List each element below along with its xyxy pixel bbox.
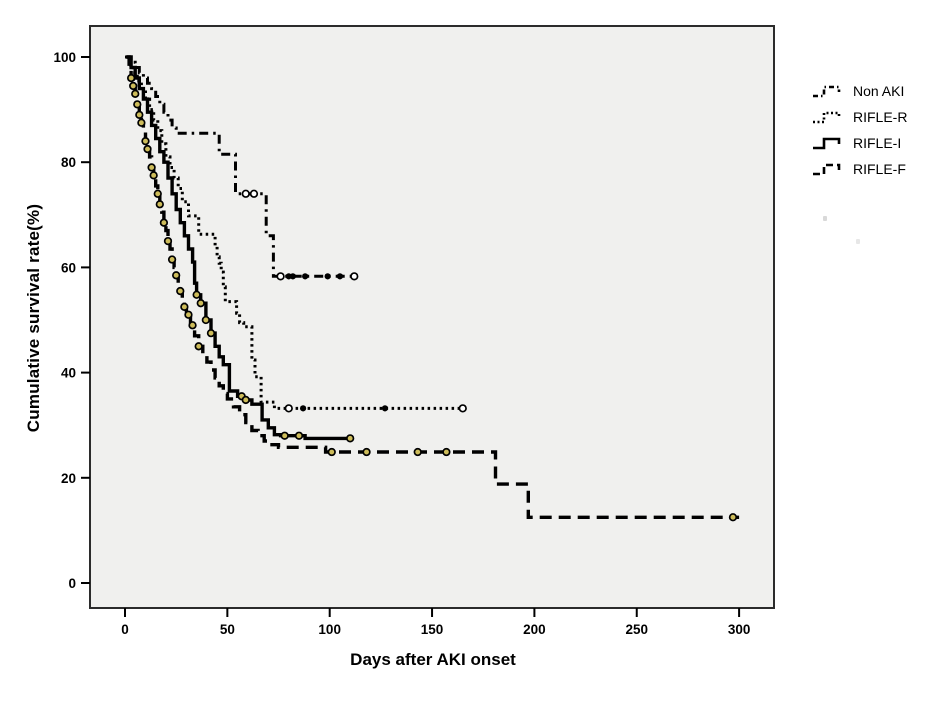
- censor-mark-rifle-i: [294, 431, 304, 440]
- stray-mark: [823, 216, 827, 221]
- censor-mark-rifle-f: [155, 200, 164, 209]
- legend-line-rifle-r: [813, 111, 841, 124]
- censor-mark-rifle-i: [346, 434, 355, 443]
- plot-area: [89, 25, 775, 609]
- legend-label: Non AKI: [853, 83, 905, 99]
- censor-mark-rifle-f: [194, 342, 203, 351]
- legend-item-rifle-i: RIFLE-I: [812, 130, 907, 156]
- curve-dot-non-aki: [289, 273, 296, 280]
- censor-mark-non-aki: [350, 272, 359, 281]
- censor-mark-rifle-f: [327, 447, 336, 457]
- censor-mark-non-aki: [241, 189, 250, 198]
- censor-mark-rifle-r: [458, 404, 467, 413]
- survival-curve-rifle-r: [125, 55, 463, 410]
- censor-mark-non-aki: [249, 189, 259, 198]
- x-tick-label: 50: [220, 622, 235, 637]
- legend-label: RIFLE-I: [853, 135, 902, 151]
- y-tick-label: 80: [61, 155, 76, 170]
- censor-mark-rifle-f: [153, 189, 162, 198]
- legend-swatch-rifle-r: [813, 111, 841, 124]
- legend-line-rifle-f: [813, 163, 841, 176]
- survival-curve-rifle-i: [127, 55, 351, 441]
- censor-mark-rifle-f: [172, 271, 181, 280]
- curve-dot-non-aki: [324, 273, 331, 280]
- censor-mark-rifle-r: [284, 404, 293, 413]
- censor-mark-rifle-f: [141, 137, 150, 146]
- censor-mark-rifle-f: [184, 310, 193, 319]
- y-tick-label: 20: [61, 471, 76, 486]
- legend: Non AKI RIFLE-R RIFLE-I RIFLE-F: [812, 78, 907, 182]
- y-tick-label: 100: [53, 50, 76, 65]
- censor-mark-rifle-f: [149, 171, 158, 180]
- censor-mark-rifle-i: [241, 395, 250, 405]
- survival-curve-rifle-f: [126, 55, 740, 519]
- censor-mark-rifle-i: [201, 315, 211, 325]
- censor-mark-rifle-f: [126, 73, 136, 83]
- censor-mark-rifle-i: [206, 329, 216, 338]
- x-tick-label: 150: [421, 622, 444, 637]
- legend-swatch-rifle-f: [813, 163, 841, 176]
- legend-item-rifle-f: RIFLE-F: [812, 156, 907, 182]
- legend-label: RIFLE-F: [853, 161, 906, 177]
- y-tick-label: 60: [61, 260, 76, 275]
- legend-label: RIFLE-R: [853, 109, 908, 125]
- legend-line-rifle-i: [813, 137, 841, 150]
- x-tick-label: 0: [121, 622, 129, 637]
- legend-line-non-aki: [813, 85, 841, 98]
- censor-mark-rifle-f: [137, 118, 146, 127]
- y-axis-title: Cumulative survival rate(%): [24, 203, 43, 433]
- censor-mark-rifle-f: [728, 513, 738, 522]
- censor-mark-rifle-f: [163, 236, 173, 246]
- curve-dot-rifle-r: [381, 405, 389, 412]
- x-tick-label: 100: [318, 622, 341, 637]
- censor-mark-rifle-f: [133, 100, 142, 109]
- censor-mark-rifle-f: [442, 447, 451, 457]
- legend-item-non-aki: Non AKI: [812, 78, 907, 104]
- curve-dot-non-aki: [302, 273, 309, 280]
- x-axis-title: Days after AKI onset: [350, 650, 516, 669]
- censor-mark-rifle-i: [280, 431, 289, 440]
- stray-mark: [856, 239, 860, 244]
- censor-mark-rifle-f: [413, 447, 422, 457]
- y-tick-label: 0: [68, 576, 76, 591]
- censor-mark-rifle-f: [176, 286, 185, 296]
- censor-mark-rifle-f: [131, 89, 140, 98]
- survival-curve-non-aki: [125, 55, 355, 278]
- y-tick-label: 40: [61, 366, 76, 381]
- censor-mark-rifle-f: [167, 255, 177, 264]
- censor-mark-rifle-f: [180, 302, 189, 312]
- censor-mark-rifle-f: [159, 218, 169, 227]
- legend-swatch-non-aki: [813, 85, 841, 98]
- censor-mark-rifle-i: [192, 290, 201, 299]
- legend-item-rifle-r: RIFLE-R: [812, 104, 907, 130]
- x-tick-label: 200: [523, 622, 546, 637]
- curve-dot-rifle-r: [299, 405, 307, 412]
- legend-swatch-rifle-i: [813, 137, 841, 150]
- censor-mark-rifle-f: [147, 163, 156, 172]
- censor-mark-rifle-f: [362, 447, 371, 457]
- censor-mark-rifle-f: [129, 81, 138, 91]
- censor-mark-rifle-i: [196, 299, 205, 308]
- x-tick-label: 250: [625, 622, 648, 637]
- censor-mark-rifle-f: [188, 321, 197, 330]
- curve-dot-non-aki: [336, 273, 344, 280]
- censor-mark-rifle-f: [143, 144, 152, 154]
- x-tick-label: 300: [728, 622, 751, 637]
- censor-mark-rifle-f: [135, 110, 144, 120]
- censor-mark-non-aki: [276, 272, 285, 281]
